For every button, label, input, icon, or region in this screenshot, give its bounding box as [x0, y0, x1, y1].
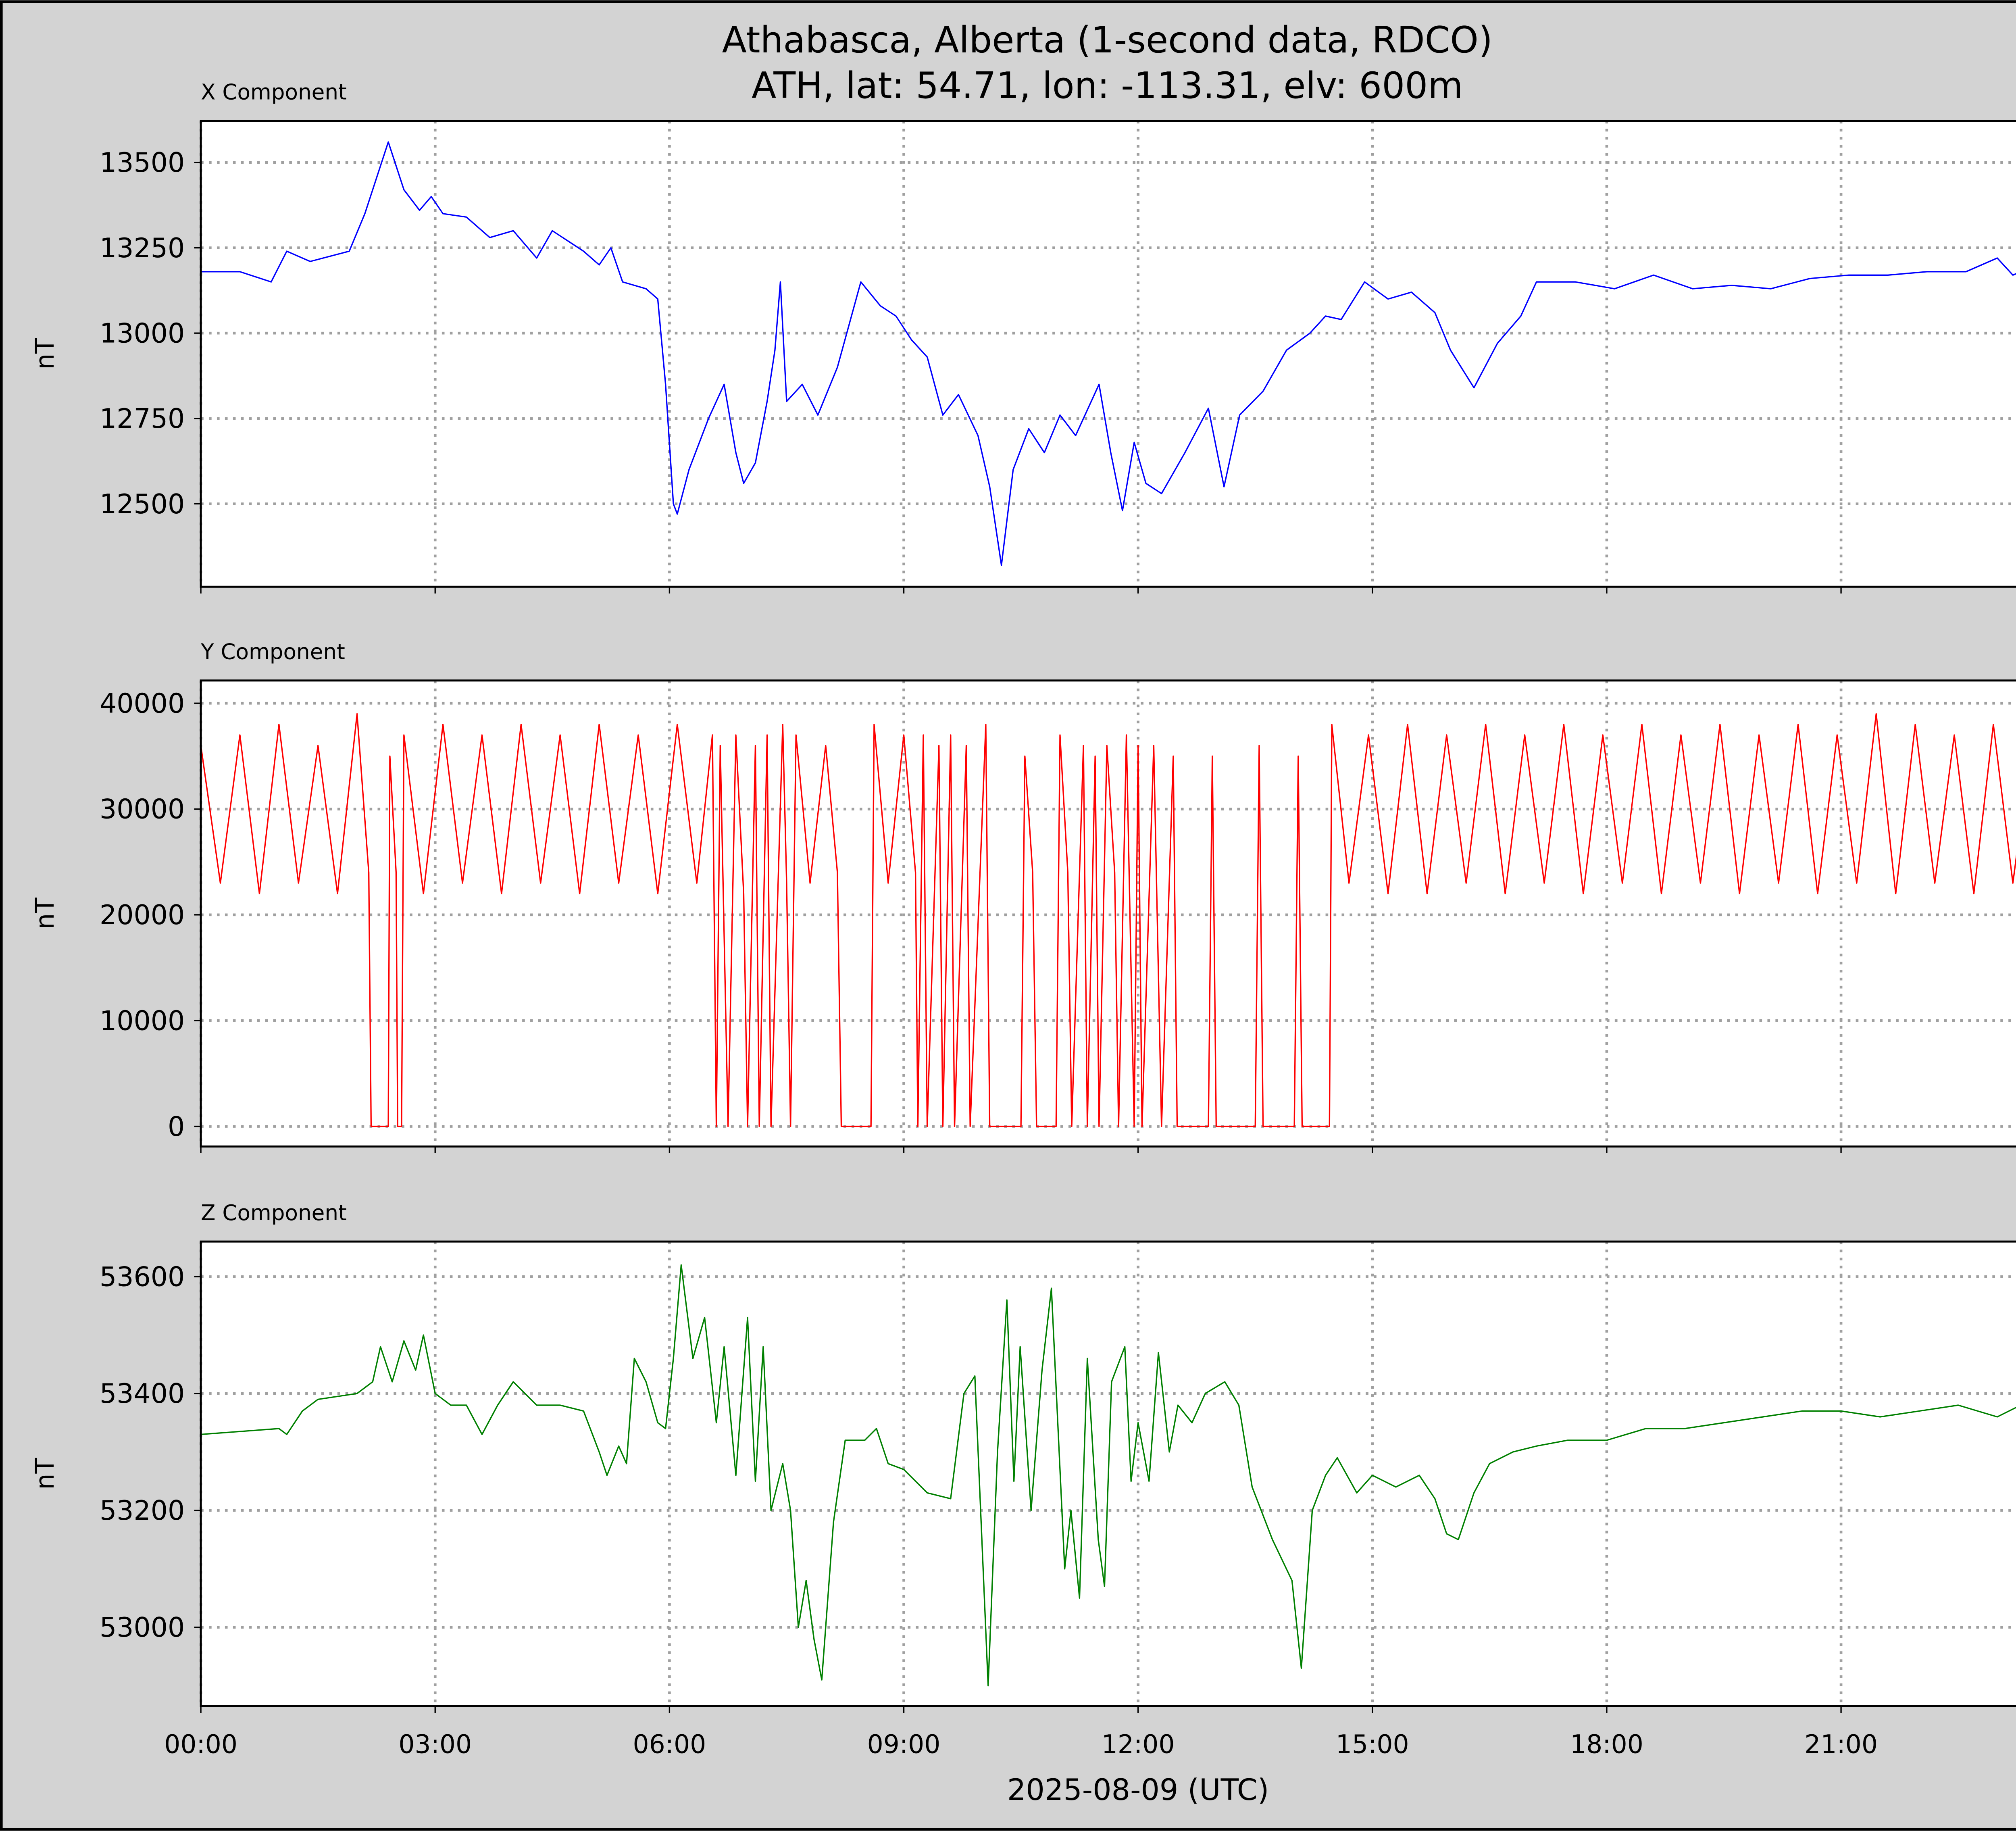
figure-title: Athabasca, Alberta (1-second data, RDCO): [722, 19, 1493, 61]
y-tick-label: 13500: [100, 147, 185, 178]
panel-title: Y Component: [200, 639, 345, 664]
y-tick-label: 53600: [100, 1261, 185, 1292]
y-tick-label: 53200: [100, 1495, 185, 1526]
y-tick-label: 12750: [100, 403, 185, 434]
x-tick-label: 00:00: [164, 1729, 237, 1759]
x-tick-label: 21:00: [1804, 1729, 1878, 1759]
panel-title: Z Component: [201, 1200, 347, 1225]
x-tick-label: 06:00: [633, 1729, 706, 1759]
y-axis-label: nT: [30, 1458, 60, 1490]
data-line: [201, 141, 2016, 566]
y-tick-label: 30000: [100, 794, 185, 825]
y-tick-label: 12500: [100, 488, 185, 520]
x-tick-label: 03:00: [398, 1729, 472, 1759]
plot-frame: [200, 1240, 2016, 1707]
panel-title: X Component: [201, 79, 347, 104]
y-tick-label: 53000: [100, 1612, 185, 1643]
figure-subtitle: ATH, lat: 54.71, lon: -113.31, elv: 600m: [752, 65, 1463, 107]
y-tick-label: 10000: [100, 1005, 185, 1036]
data-line: [201, 713, 2016, 1127]
y-tick-label: 0: [168, 1111, 185, 1142]
y-axis-label: nT: [30, 338, 60, 370]
x-tick-label: 12:00: [1102, 1729, 1175, 1759]
y-tick-label: 40000: [100, 687, 185, 719]
data-line: [201, 1264, 2016, 1687]
plot-frame: [200, 679, 2016, 1148]
y-tick-label: 13250: [100, 232, 185, 264]
y-axis-label: nT: [30, 898, 60, 929]
x-tick-label: 15:00: [1336, 1729, 1409, 1759]
plot-frame: [200, 120, 2016, 588]
y-tick-label: 13000: [100, 317, 185, 349]
x-axis-label: 2025-08-09 (UTC): [1007, 1773, 1269, 1807]
y-tick-label: 53400: [100, 1378, 185, 1409]
x-tick-label: 18:00: [1570, 1729, 1643, 1759]
y-tick-label: 20000: [100, 899, 185, 931]
plot-area: [201, 121, 2016, 587]
x-tick-label: 09:00: [867, 1729, 941, 1759]
